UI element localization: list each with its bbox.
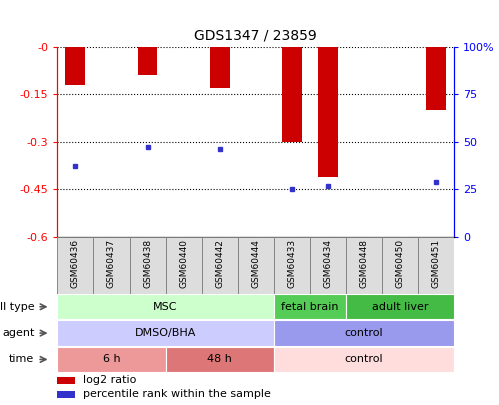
Text: 48 h: 48 h bbox=[207, 354, 232, 364]
Bar bbox=[166, 237, 202, 294]
Bar bbox=[238, 237, 274, 294]
Title: GDS1347 / 23859: GDS1347 / 23859 bbox=[195, 29, 317, 43]
Text: cell type: cell type bbox=[0, 302, 34, 312]
Text: GSM60450: GSM60450 bbox=[396, 239, 405, 288]
Text: GSM60434: GSM60434 bbox=[323, 239, 332, 288]
Bar bbox=[57, 391, 75, 398]
Text: adult liver: adult liver bbox=[372, 302, 428, 312]
Text: GSM60436: GSM60436 bbox=[71, 239, 80, 288]
Bar bbox=[166, 347, 274, 372]
Text: GSM60451: GSM60451 bbox=[432, 239, 441, 288]
Bar bbox=[310, 237, 346, 294]
Text: control: control bbox=[345, 354, 383, 364]
Bar bbox=[202, 237, 238, 294]
Text: MSC: MSC bbox=[153, 302, 178, 312]
Bar bbox=[57, 237, 93, 294]
Text: GSM60438: GSM60438 bbox=[143, 239, 152, 288]
Bar bbox=[418, 237, 454, 294]
Bar bbox=[346, 294, 454, 320]
Bar bbox=[382, 237, 418, 294]
Bar bbox=[57, 294, 274, 320]
Bar bbox=[318, 47, 338, 177]
Bar bbox=[57, 320, 274, 346]
Text: GSM60437: GSM60437 bbox=[107, 239, 116, 288]
Text: GSM60433: GSM60433 bbox=[287, 239, 296, 288]
Bar bbox=[346, 237, 382, 294]
Text: DMSO/BHA: DMSO/BHA bbox=[135, 328, 196, 338]
Bar bbox=[130, 237, 166, 294]
Text: GSM60448: GSM60448 bbox=[359, 239, 368, 288]
Text: time: time bbox=[9, 354, 34, 364]
Bar bbox=[65, 47, 85, 85]
Bar bbox=[210, 47, 230, 88]
Bar bbox=[426, 47, 446, 110]
Bar bbox=[274, 294, 346, 320]
Text: GSM60444: GSM60444 bbox=[251, 239, 260, 288]
Text: log2 ratio: log2 ratio bbox=[83, 375, 137, 386]
Text: fetal brain: fetal brain bbox=[281, 302, 339, 312]
Text: percentile rank within the sample: percentile rank within the sample bbox=[83, 389, 271, 399]
Bar bbox=[57, 377, 75, 384]
Bar bbox=[274, 320, 454, 346]
Bar bbox=[93, 237, 130, 294]
Text: GSM60442: GSM60442 bbox=[215, 239, 224, 288]
Bar bbox=[57, 347, 166, 372]
Text: control: control bbox=[345, 328, 383, 338]
Text: agent: agent bbox=[2, 328, 34, 338]
Bar bbox=[274, 347, 454, 372]
Bar bbox=[274, 237, 310, 294]
Text: GSM60440: GSM60440 bbox=[179, 239, 188, 288]
Bar bbox=[282, 47, 302, 142]
Bar bbox=[138, 47, 158, 75]
Text: 6 h: 6 h bbox=[103, 354, 120, 364]
